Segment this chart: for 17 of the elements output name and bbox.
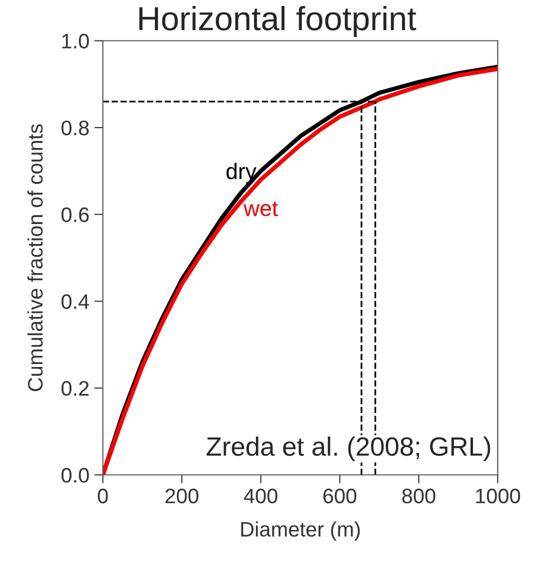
annotation: Zreda et al. (2008; GRL) (206, 436, 490, 462)
x-axis-title: Diameter (m) (241, 521, 360, 541)
x-tick-label: 200 (165, 488, 198, 504)
y-axis-title: Cumulative fraction of counts (27, 124, 43, 392)
y-tick-label: 0.0 (62, 468, 89, 483)
y-tick-label: 1.0 (62, 34, 89, 49)
x-tick-label: 800 (402, 488, 436, 504)
y-tick-label: 0.6 (62, 207, 89, 222)
y-tick-label: 0.2 (62, 381, 89, 396)
y-tick-label: 0.4 (62, 294, 90, 309)
y-tick-label: 0.8 (62, 120, 89, 136)
x-tick-label: 600 (323, 488, 356, 504)
chart-title: Horizontal footprint (139, 6, 416, 38)
x-tick-label: 0 (98, 488, 108, 504)
series-label: wet (243, 202, 278, 216)
x-tick-label: 400 (244, 488, 278, 504)
x-tick-label: 1000 (476, 488, 520, 504)
